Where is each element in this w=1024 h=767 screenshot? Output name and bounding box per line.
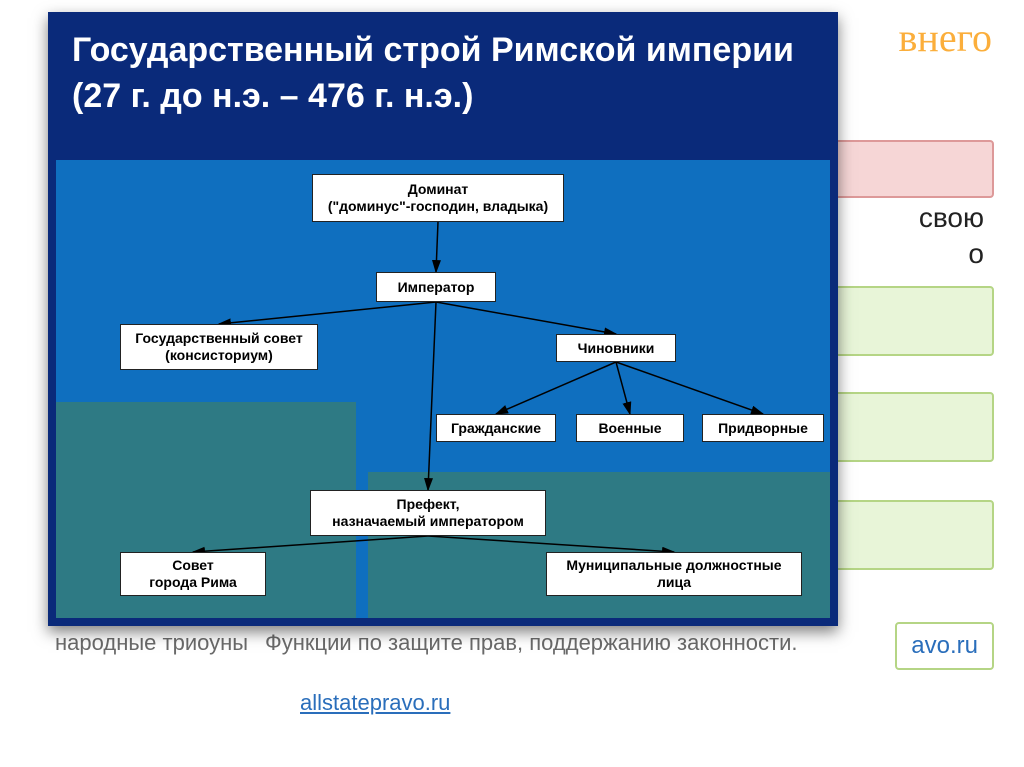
slide-title: Государственный строй Римской империи (2…	[72, 28, 814, 120]
node-emperor: Император	[376, 272, 496, 302]
bg-right-text-line2: о	[919, 236, 984, 272]
node-pridv: Придворные	[702, 414, 824, 442]
bg-bottom-bar: народные триоуны Функции по защите прав,…	[55, 630, 995, 656]
bg-right-text-line1: свою	[919, 200, 984, 236]
node-sovet: Советгорода Рима	[120, 552, 266, 596]
slide: Государственный строй Римской империи (2…	[48, 12, 838, 626]
bg-link[interactable]: allstatepravo.ru	[300, 690, 450, 716]
bg-bottom-col1: народные триоуны	[55, 630, 265, 656]
bg-right-text: свою о	[919, 200, 984, 273]
node-voen: Военные	[576, 414, 684, 442]
node-grazh: Гражданские	[436, 414, 556, 442]
node-council: Государственный совет(консисториум)	[120, 324, 318, 370]
bg-header-fragment: внего	[899, 14, 992, 61]
node-dominat: Доминат("доминус"-господин, владыка)	[312, 174, 564, 222]
node-chinov: Чиновники	[556, 334, 676, 362]
node-prefekt: Префект,назначаемый императором	[310, 490, 546, 536]
node-munic: Муниципальные должностныелица	[546, 552, 802, 596]
bg-link-right: avo.ru	[895, 622, 994, 670]
bg-bottom-col2: Функции по защите прав, поддержанию зако…	[265, 630, 995, 656]
